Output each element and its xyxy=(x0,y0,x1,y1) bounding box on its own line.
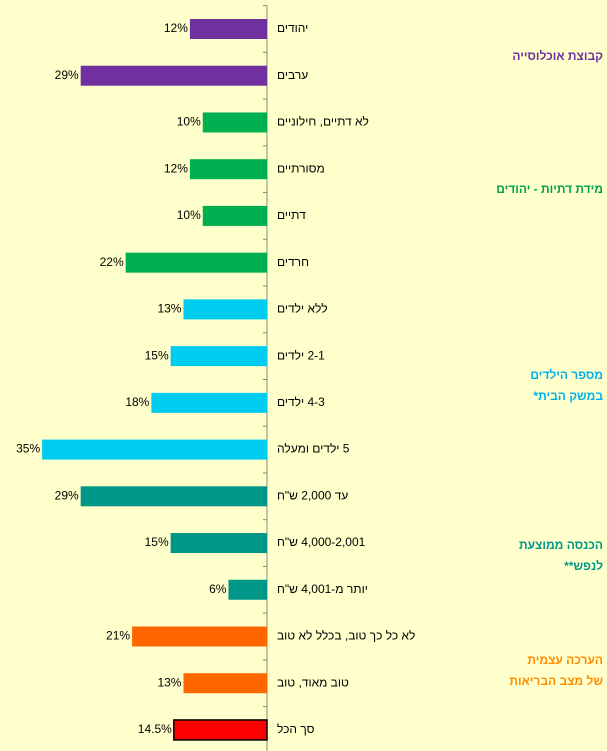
bar xyxy=(80,65,267,86)
category-label: עד 2,000 ש"ח xyxy=(277,488,348,502)
category-label: ללא ילדים xyxy=(277,302,328,316)
value-label: 6% xyxy=(209,582,227,596)
category-label: סך הכל xyxy=(277,722,315,736)
value-label: 29% xyxy=(55,488,79,502)
bar xyxy=(80,486,267,507)
bar xyxy=(42,439,267,460)
value-label: 13% xyxy=(157,302,181,316)
category-label: יהודים xyxy=(277,21,308,35)
category-label: דתיים xyxy=(277,208,306,222)
value-label: 13% xyxy=(157,675,181,689)
category-label: 5 ילדים ומעלה xyxy=(277,442,350,456)
bar xyxy=(183,299,267,320)
category-label: ערבים xyxy=(277,68,308,82)
group-label: לנפש** xyxy=(564,559,603,573)
value-label: 10% xyxy=(177,208,201,222)
category-label: טוב מאוד, טוב xyxy=(277,675,349,689)
bar xyxy=(202,112,267,133)
value-label: 35% xyxy=(16,442,40,456)
category-label: 4-3 ילדים xyxy=(277,395,325,409)
value-label: 21% xyxy=(106,629,130,643)
bar xyxy=(228,579,267,600)
bar xyxy=(125,252,268,273)
value-label: 10% xyxy=(177,115,201,129)
value-label: 29% xyxy=(55,68,79,82)
value-label: 15% xyxy=(145,535,169,549)
category-label: לא דתיים, חילוניים xyxy=(277,115,369,129)
category-label: 2-1 ילדים xyxy=(277,348,325,362)
value-label: 15% xyxy=(145,348,169,362)
group-label: הכנסה ממוצעת xyxy=(519,538,603,552)
group-label: קבוצת אוכלוסייה xyxy=(512,49,603,63)
bar xyxy=(170,533,267,554)
bar xyxy=(173,719,268,741)
category-label: לא כל כך טוב, בכלל לא טוב xyxy=(277,629,415,643)
category-label: מסורתיים xyxy=(277,161,325,175)
bar xyxy=(189,159,267,180)
bar xyxy=(151,392,267,413)
group-label: במשק הבית* xyxy=(533,389,603,403)
bar xyxy=(189,19,267,39)
category-label: חרדים xyxy=(277,255,309,269)
group-label: הערכה עצמית xyxy=(527,653,603,667)
bar xyxy=(132,626,267,647)
group-label: מידת דתיות - יהודים xyxy=(496,182,603,196)
category-label: 4,000-2,001 ש"ח xyxy=(277,535,366,549)
value-label: 12% xyxy=(164,161,188,175)
group-label: מספר הילדים xyxy=(530,368,603,382)
value-label: 12% xyxy=(164,21,188,35)
bar xyxy=(170,346,267,367)
value-label: 18% xyxy=(125,395,149,409)
group-label: של מצב הבריאות xyxy=(509,674,603,688)
value-label: 22% xyxy=(100,255,124,269)
category-label: יותר מ-4,001 ש"ח xyxy=(277,582,368,596)
bar xyxy=(183,673,267,694)
bar xyxy=(202,205,267,226)
value-label: 14.5% xyxy=(138,722,172,736)
